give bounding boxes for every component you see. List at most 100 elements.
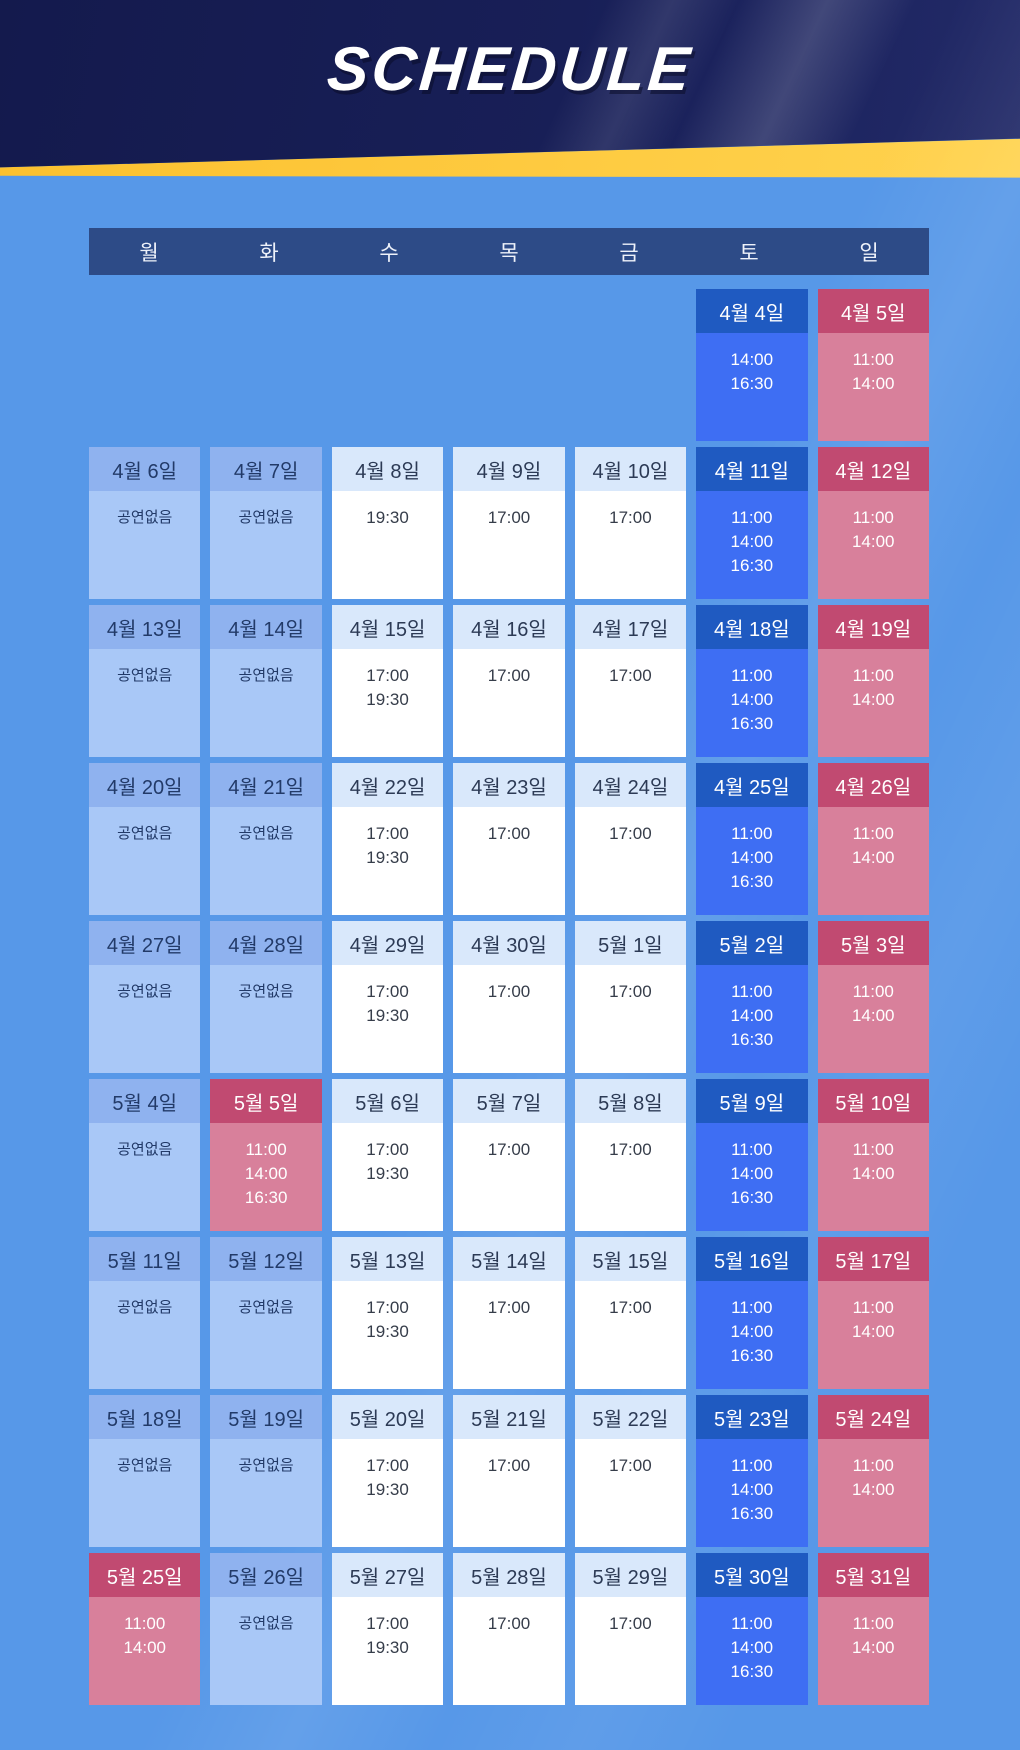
calendar-week-row: 5월 18일 공연없음 5월 19일 공연없음 5월 20일 17:00 19:30 5월 2… [89, 1395, 929, 1547]
showtime: 14:00 [730, 350, 774, 369]
no-show-label: 공연없음 [117, 825, 173, 842]
showtime: 11:00 [731, 1614, 773, 1633]
day-cell-body: 11:00 14:00 16:30 [696, 491, 808, 599]
day-cell-body: 17:00 19:30 [331, 1281, 444, 1389]
day-cell: 4월 5일 11:00 14:00 [817, 289, 929, 441]
day-cell: 5월 3일 11:00 14:00 [817, 921, 929, 1073]
day-cell-date: 5월 10일 [817, 1079, 929, 1123]
day-cell: 4월 23일 17:00 [453, 763, 565, 915]
day-cell: 4월 7일 공연없음 [210, 447, 322, 599]
hero-banner: SCHEDULE [0, 0, 1020, 168]
day-cell-date: 4월 30일 [453, 921, 565, 965]
day-cell-date: 4월 9일 [453, 447, 565, 491]
showtime: 19:30 [366, 1480, 409, 1499]
showtime: 14:00 [851, 848, 895, 867]
day-cell-body: 17:00 [453, 807, 565, 915]
day-cell-body: 17:00 [574, 649, 687, 757]
day-cell-date: 4월 4일 [696, 289, 808, 333]
showtime: 14:00 [851, 374, 895, 393]
day-cell-body: 11:00 14:00 16:30 [210, 1123, 322, 1231]
empty-cell [89, 289, 200, 441]
day-cell-body: 11:00 14:00 16:30 [696, 1123, 808, 1231]
weekday-header-cell: 금 [619, 241, 639, 265]
showtime: 14:00 [730, 690, 774, 709]
day-cell: 5월 22일 17:00 [574, 1395, 687, 1547]
day-cell-date: 5월 31일 [817, 1553, 929, 1597]
showtime: 17:00 [366, 982, 409, 1001]
day-cell-body: 11:00 14:00 16:30 [696, 1281, 808, 1389]
day-cell-body: 11:00 14:00 [817, 649, 929, 757]
calendar-week-row: 4월 13일 공연없음 4월 14일 공연없음 4월 15일 17:00 19:30 4월 1… [89, 605, 929, 757]
no-show-label: 공연없음 [238, 983, 294, 1000]
showtime: 19:30 [366, 1006, 409, 1025]
day-cell: 4월 9일 17:00 [453, 447, 565, 599]
showtime: 14:00 [730, 1164, 774, 1183]
day-cell-date: 5월 14일 [453, 1237, 565, 1281]
day-cell-body: 공연없음 [89, 649, 201, 757]
day-cell: 5월 6일 17:00 19:30 [331, 1079, 444, 1231]
day-cell-body: 17:00 19:30 [331, 1597, 444, 1705]
day-cell-date: 4월 28일 [210, 921, 322, 965]
showtime: 11:00 [852, 666, 894, 685]
showtime: 17:00 [487, 666, 531, 685]
showtime: 16:30 [730, 1030, 774, 1049]
showtime: 11:00 [731, 666, 773, 685]
day-cell-body: 11:00 14:00 [817, 491, 929, 599]
day-cell-date: 5월 23일 [696, 1395, 808, 1439]
showtime: 16:30 [730, 1504, 774, 1523]
day-cell-body: 17:00 [574, 491, 687, 599]
day-cell-body: 11:00 14:00 [817, 965, 929, 1073]
day-cell: 5월 13일 17:00 19:30 [331, 1237, 444, 1389]
day-cell: 5월 27일 17:00 19:30 [331, 1553, 444, 1705]
day-cell-body: 17:00 [453, 965, 565, 1073]
day-cell-date: 5월 24일 [817, 1395, 929, 1439]
day-cell-body: 공연없음 [89, 491, 201, 599]
showtime: 17:00 [609, 982, 652, 1001]
empty-cell [332, 289, 443, 441]
day-cell: 5월 24일 11:00 14:00 [817, 1395, 929, 1547]
day-cell-date: 4월 12일 [817, 447, 929, 491]
day-cell-body: 17:00 19:30 [331, 1439, 444, 1547]
showtime: 14:00 [851, 1480, 895, 1499]
day-cell-body: 11:00 14:00 16:30 [696, 1439, 808, 1547]
day-cell-body: 17:00 [574, 1439, 687, 1547]
day-cell: 4월 26일 11:00 14:00 [817, 763, 929, 915]
showtime: 19:30 [366, 848, 409, 867]
day-cell-date: 5월 29일 [574, 1553, 687, 1597]
day-cell-date: 4월 7일 [210, 447, 322, 491]
light-beams [0, 0, 1020, 168]
day-cell-date: 4월 26일 [817, 763, 929, 807]
day-cell: 4월 30일 17:00 [453, 921, 565, 1073]
calendar-weeks: 4월 4일 14:00 16:30 4월 5일 11:00 14:00 4월 6일 공연없음 4… [89, 289, 929, 1705]
showtime: 17:00 [487, 1456, 531, 1475]
day-cell: 4월 18일 11:00 14:00 16:30 [696, 605, 808, 757]
empty-cell [210, 289, 321, 441]
calendar-week-row: 5월 4일 공연없음 5월 5일 11:00 14:00 16:30 5월 6일 17:00 1… [89, 1079, 929, 1231]
day-cell: 5월 31일 11:00 14:00 [817, 1553, 929, 1705]
weekday-header-cell: 월 [139, 241, 159, 265]
day-cell-date: 4월 24일 [574, 763, 687, 807]
showtime: 11:00 [245, 1140, 287, 1159]
day-cell-body: 17:00 [453, 1439, 565, 1547]
no-show-label: 공연없음 [238, 1299, 294, 1316]
weekday-header-cell: 수 [379, 241, 399, 265]
day-cell: 5월 8일 17:00 [574, 1079, 687, 1231]
day-cell-date: 5월 12일 [210, 1237, 322, 1281]
showtime: 11:00 [731, 1140, 773, 1159]
showtime: 14:00 [730, 532, 774, 551]
showtime: 16:30 [730, 872, 774, 891]
day-cell: 4월 12일 11:00 14:00 [817, 447, 929, 599]
weekday-header-cell: 일 [859, 241, 879, 265]
showtime: 11:00 [852, 1298, 894, 1317]
day-cell-date: 5월 19일 [210, 1395, 322, 1439]
showtime: 11:00 [852, 824, 894, 843]
showtime: 17:00 [366, 666, 409, 685]
showtime: 17:00 [487, 1140, 531, 1159]
day-cell-date: 5월 13일 [331, 1237, 444, 1281]
no-show-label: 공연없음 [117, 1141, 173, 1158]
day-cell-body: 11:00 14:00 [89, 1597, 201, 1705]
showtime: 19:30 [366, 690, 409, 709]
